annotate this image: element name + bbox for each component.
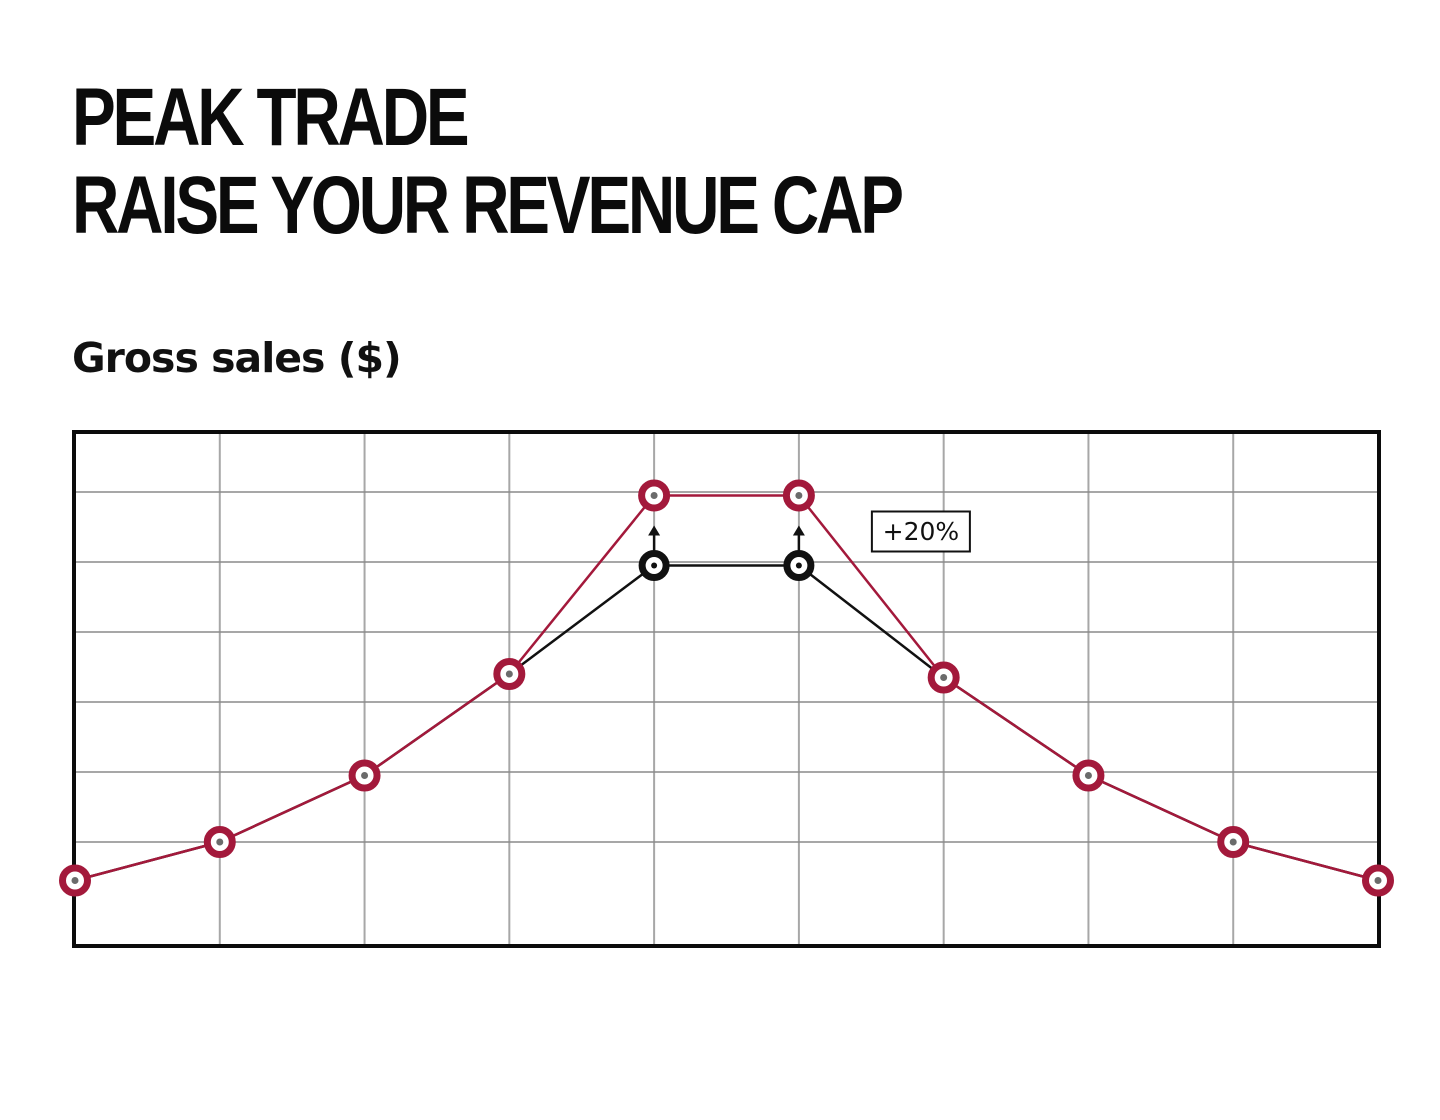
data-point-raised-dot [361, 772, 369, 779]
data-point-raised-dot [71, 877, 79, 884]
data-point-raised-dot [1229, 838, 1237, 846]
series-line-raised [74, 494, 1379, 882]
title-line-1: PEAK TRADE [72, 72, 470, 163]
data-point-raised-dot [650, 492, 658, 499]
series-markers [59, 479, 1394, 897]
annotations: +20% [870, 510, 971, 553]
data-point-raised-dot [795, 492, 803, 499]
data-point-raised-dot [940, 674, 948, 681]
data-point-raised-dot [216, 838, 224, 846]
increase-arrows [648, 525, 805, 552]
chart-frame [72, 430, 1381, 948]
up-arrow-icon [648, 525, 661, 536]
data-point-raised-dot [1084, 772, 1092, 779]
up-arrow-icon [792, 525, 805, 536]
title-line-2: RAISE YOUR REVENUE CAP [72, 160, 904, 251]
data-point-baseline-dot [651, 562, 658, 569]
percent-annotation-box [870, 510, 971, 553]
data-point-baseline-dot [795, 562, 802, 569]
percent-annotation-label: +20% [883, 517, 960, 546]
chart-subtitle: Gross sales ($) [72, 334, 402, 382]
series-line-baseline [74, 564, 1379, 882]
grid [75, 432, 1378, 946]
data-point-raised-dot [505, 670, 513, 678]
series-lines [74, 494, 1379, 882]
page-title: PEAK TRADE RAISE YOUR REVENUE CAP [72, 72, 904, 251]
data-point-raised-dot [1374, 877, 1382, 884]
